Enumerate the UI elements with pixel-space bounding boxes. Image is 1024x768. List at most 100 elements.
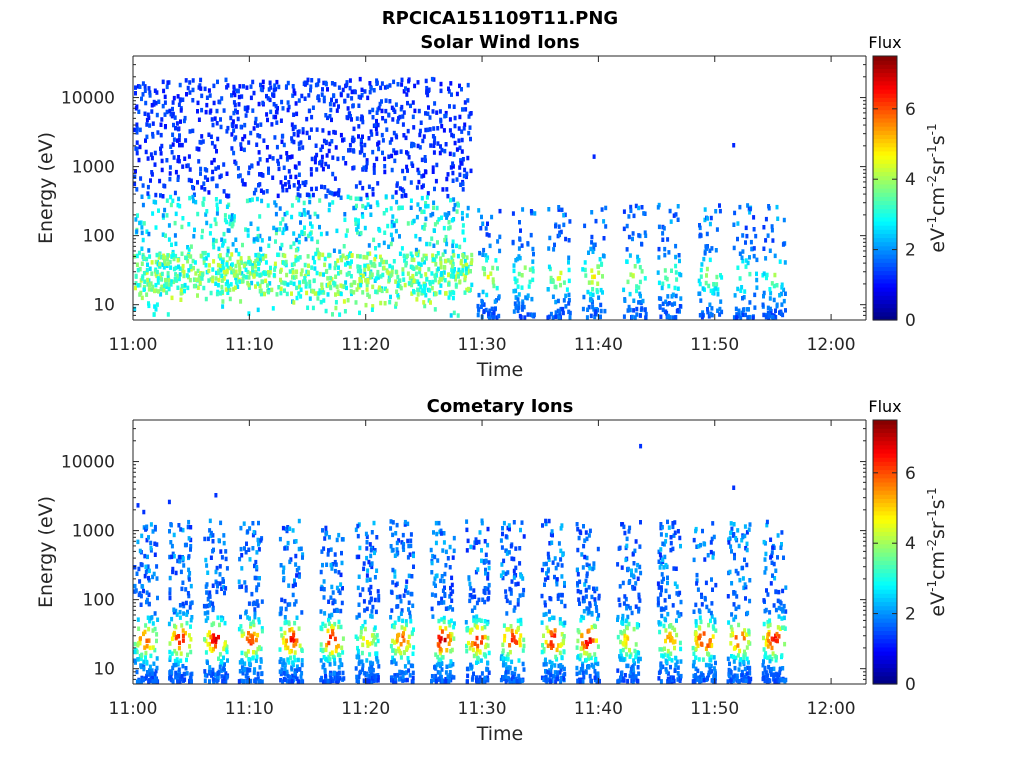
spectrogram-pixel [519, 315, 523, 320]
spectrogram-pixel [698, 232, 702, 238]
spectrogram-pixel [448, 604, 452, 610]
spectrogram-pixel [200, 107, 204, 113]
spectrogram-pixel [424, 78, 428, 84]
spectrogram-pixel [432, 143, 436, 148]
spectrogram-pixel [256, 123, 259, 128]
spectrogram-pixel [501, 675, 505, 680]
spectrogram-pixel [391, 567, 395, 573]
spectrogram-pixel [405, 253, 409, 259]
spectrogram-pixel [356, 585, 360, 591]
spectrogram-pixel [506, 652, 510, 657]
spectrogram-pixel [406, 640, 410, 645]
spectrogram-pixel [249, 84, 253, 89]
spectrogram-pixel [186, 652, 189, 658]
spectrogram-pixel [389, 615, 393, 620]
spectrogram-pixel [518, 640, 522, 645]
spectrogram-pixel [206, 632, 210, 638]
spectrogram-pixel [278, 669, 282, 674]
spectrogram-pixel [355, 116, 359, 121]
spectrogram-pixel [748, 255, 751, 260]
spectrogram-pixel [443, 265, 447, 270]
spectrogram-pixel [439, 256, 443, 261]
spectrogram-pixel [591, 292, 595, 298]
spectrogram-pixel [439, 260, 443, 266]
spectrogram-pixel [400, 77, 404, 83]
spectrogram-pixel [472, 653, 476, 659]
spectrogram-pixel [674, 254, 678, 260]
spectrogram-pixel [412, 257, 416, 263]
spectrogram-pixel [467, 130, 471, 136]
spectrogram-pixel [512, 678, 516, 684]
spectrogram-pixel [486, 274, 490, 280]
colorbar-tick-label: 6 [905, 100, 916, 120]
spectrogram-pixel [424, 201, 428, 206]
spectrogram-pixel [314, 143, 318, 148]
spectrogram-pixel [309, 167, 313, 172]
spectrogram-pixel [134, 146, 138, 151]
spectrogram-pixel [329, 634, 332, 639]
spectrogram-pixel [324, 525, 328, 531]
spectrogram-pixel [375, 131, 379, 136]
spectrogram-pixel [144, 569, 148, 575]
spectrogram-pixel [318, 160, 322, 166]
spectrogram-pixel [358, 277, 362, 282]
spectrogram-pixel [483, 266, 486, 272]
spectrogram-pixel [385, 127, 389, 132]
spectrogram-pixel [384, 194, 388, 199]
spectrogram-pixel [206, 252, 210, 258]
spectrogram-pixel [258, 172, 261, 177]
spectrogram-pixel [502, 623, 506, 628]
spectrogram-pixel [294, 539, 298, 544]
spectrogram-pixel [208, 603, 211, 608]
spectrogram-pixel [250, 163, 254, 169]
spectrogram-pixel [400, 193, 404, 199]
spectrogram-pixel [590, 625, 594, 630]
spectrogram-pixel [546, 575, 550, 580]
spectrogram-pixel [698, 281, 702, 287]
spectrogram-pixel [328, 190, 332, 195]
spectrogram-pixel [390, 660, 394, 665]
spectrogram-pixel [780, 302, 784, 307]
spectrogram-pixel [754, 233, 758, 239]
spectrogram-pixel [363, 89, 367, 94]
spectrogram-pixel [657, 296, 661, 301]
spectrogram-pixel [176, 138, 179, 143]
colorbar-segment [873, 229, 897, 234]
spectrogram-pixel [439, 81, 443, 87]
spectrogram-pixel [415, 185, 419, 190]
spectrogram-pixel [360, 279, 363, 285]
spectrogram-pixel [506, 669, 510, 675]
colorbar-segment [873, 192, 897, 197]
spectrogram-pixel [619, 639, 623, 645]
spectrogram-pixel [393, 553, 397, 558]
spectrogram-pixel [376, 272, 380, 278]
spectrogram-pixel [470, 608, 474, 613]
spectrogram-pixel [316, 239, 320, 245]
spectrogram-pixel [150, 287, 154, 292]
spectrogram-pixel [141, 677, 145, 683]
spectrogram-pixel [559, 270, 563, 276]
spectrogram-pixel [153, 88, 157, 93]
spectrogram-pixel [665, 311, 669, 316]
spectrogram-pixel [184, 587, 188, 592]
spectrogram-pixel [344, 280, 348, 285]
spectrogram-pixel [384, 98, 388, 103]
spectrogram-pixel [510, 556, 514, 561]
spectrogram-pixel [465, 519, 469, 524]
spectrogram-pixel [207, 263, 211, 268]
spectrogram-pixel [483, 619, 487, 624]
spectrogram-pixel [261, 271, 265, 276]
spectrogram-pixel [477, 597, 481, 603]
spectrogram-pixel [544, 662, 548, 667]
spectrogram-pixel [271, 156, 275, 161]
spectrogram-pixel [228, 256, 232, 261]
spectrogram-pixel [634, 539, 638, 544]
spectrogram-pixel [411, 670, 415, 676]
spectrogram-pixel [562, 634, 566, 639]
spectrogram-pixel [576, 678, 580, 684]
spectrogram-pixel [450, 575, 454, 581]
spectrogram-pixel [305, 290, 309, 296]
spectrogram-pixel [179, 297, 183, 302]
spectrogram-pixel [251, 521, 255, 526]
spectrogram-pixel [258, 665, 262, 670]
